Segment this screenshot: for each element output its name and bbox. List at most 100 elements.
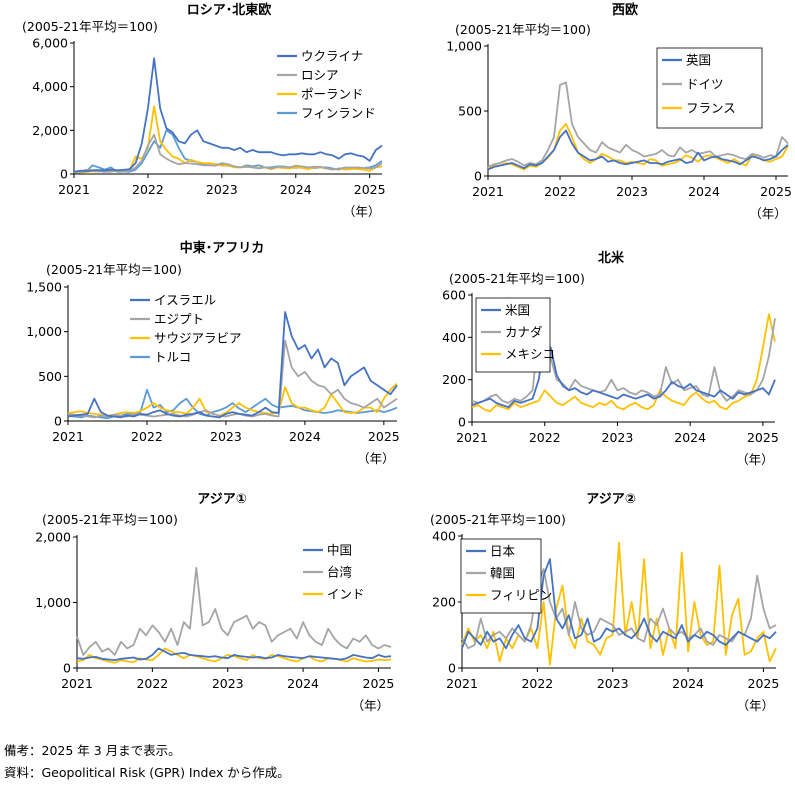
y-tick-label: 1,500 [26,280,62,295]
x-axis-unit: （年） [352,698,390,713]
x-tick-label: 2021 [446,676,478,691]
x-axis-unit: （年） [749,206,787,221]
legend-label: ロシア [301,68,339,83]
legend-label: ポーランド [301,87,364,102]
chart-title: 北米 [598,250,625,266]
x-tick-label: 2023 [212,676,244,691]
legend-label: イスラエル [154,293,216,308]
y-axis-label: (2005-21年平均＝100) [455,22,591,37]
y-tick-label: 6,000 [32,36,68,51]
x-tick-label: 2025 [363,676,395,691]
x-tick-label: 2024 [289,429,321,444]
y-axis-label: (2005-21年平均＝100) [430,512,566,527]
chart-title: 中東･アフリカ [180,240,265,256]
series-line-3 [461,541,777,666]
x-tick-label: 2023 [597,676,629,691]
chart-title: アジア① [197,492,247,507]
legend-label: フランス [686,101,736,116]
x-tick-label: 2022 [132,182,164,197]
legend-label: トルコ [154,350,191,365]
chart-title: アジア② [586,492,636,507]
y-tick-label: 1,000 [35,595,71,610]
y-tick-label: 2,000 [32,123,68,138]
chart-panel-6: アジア② (2005-21年平均＝100) 0 200 400 2021 2022 2023 2… [430,492,779,713]
x-axis-unit: （年） [736,452,774,467]
y-tick-label: 0 [458,415,466,430]
x-axis-unit: （年） [737,698,775,713]
series-line-1 [487,129,789,171]
legend-label: 中国 [327,543,352,558]
y-tick-label: 0 [448,661,456,676]
x-tick-label: 2021 [61,676,93,691]
y-axis-label: (2005-21年平均＝100) [46,262,182,277]
y-axis-label: (2005-21年平均＝100) [42,512,178,527]
y-axis-label: (2005-21年平均＝100) [449,271,585,286]
x-tick-label: 2024 [280,182,312,197]
chart-panel-4: 北米 (2005-21年平均＝100) 0 200 400 600 2021 2022 2023… [442,250,779,467]
x-tick-label: 2021 [472,184,504,199]
legend-label: 英国 [686,53,711,68]
x-tick-label: 2022 [529,430,561,445]
x-axis-unit: （年） [357,451,395,466]
y-tick-label: 1,000 [446,39,482,54]
y-tick-label: 600 [442,288,466,303]
y-axis-label: (2005-21年平均＝100) [22,19,158,34]
y-tick-label: 200 [432,595,456,610]
legend-label: 韓国 [490,566,515,581]
legend-label: エジプト [154,312,204,327]
legend-label: 米国 [505,303,530,318]
chart-panel-2: 西欧 (2005-21年平均＝100) 0 500 1,000 2021 2022 2023 2… [446,2,792,221]
y-tick-label: 500 [458,104,482,119]
x-tick-label: 2022 [544,184,576,199]
y-tick-label: 0 [54,414,62,429]
x-tick-label: 2023 [206,182,238,197]
x-tick-label: 2021 [58,182,90,197]
x-tick-label: 2021 [456,430,488,445]
x-tick-label: 2023 [210,429,242,444]
legend-label: サウジアラビア [154,331,242,346]
series-line-3 [471,313,776,413]
series-line-2 [471,313,776,404]
legend-label: フィンランド [301,106,376,121]
x-tick-label: 2022 [136,676,168,691]
chart-title: 西欧 [612,2,638,18]
legend-label: 日本 [490,544,516,559]
series-line-2 [76,566,392,656]
x-tick-label: 2025 [368,429,400,444]
legend-label: ウクライナ [301,49,363,64]
legend-label: メキシコ [505,347,555,362]
x-tick-label: 2025 [747,430,779,445]
x-tick-label: 2023 [602,430,634,445]
legend-label: 台湾 [327,565,352,580]
note-source: 資料：Geopolitical Risk (GPR) Index から作成。 [4,765,290,780]
x-tick-label: 2025 [354,182,386,197]
y-tick-label: 500 [38,369,62,384]
y-tick-label: 400 [442,330,466,345]
x-tick-label: 2023 [616,184,648,199]
x-tick-label: 2024 [287,676,319,691]
series-line-1 [67,311,398,419]
chart-panel-5: アジア① (2005-21年平均＝100) 0 1,000 2,000 2021 2022 2… [35,492,394,713]
x-tick-label: 2024 [688,184,720,199]
x-tick-label: 2022 [131,429,163,444]
series-line-1 [73,57,383,173]
series-line-1 [471,340,776,409]
x-axis-unit: （年） [343,204,381,219]
chart-panel-1: ロシア･北東欧 (2005-21年平均＝100) 0 2,000 4,000 6,000 2… [22,2,386,219]
chart-title: ロシア･北東欧 [187,2,272,18]
x-tick-label: 2021 [52,429,84,444]
legend-label: カナダ [505,325,543,340]
y-tick-label: 200 [442,372,466,387]
y-tick-label: 0 [60,167,68,182]
series-line-2 [67,339,398,419]
series-line-3 [67,382,398,417]
y-tick-label: 0 [63,661,71,676]
y-tick-label: 1,000 [26,324,62,339]
